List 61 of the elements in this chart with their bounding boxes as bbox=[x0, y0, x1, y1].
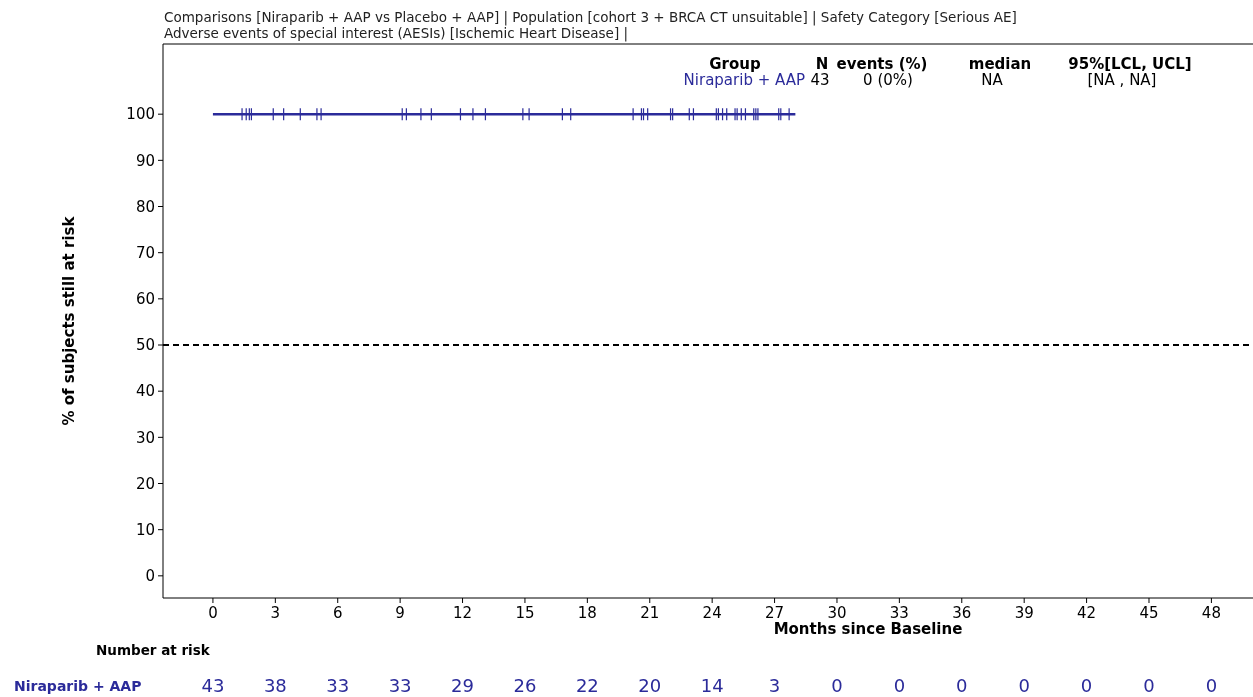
y-tick-label: 80 bbox=[135, 197, 155, 216]
x-tick-label: 39 bbox=[1014, 604, 1034, 622]
x-tick-label: 42 bbox=[1077, 604, 1097, 622]
text: 0 bbox=[1018, 675, 1030, 696]
chart-title: Comparisons [Niraparib + AAP vs Placebo + AAP] | Population [cohort 3 + BRCA CT unsuitable] | Safety Category [Serious AE] bbox=[164, 9, 1017, 26]
annotation: 95%[LCL, UCL] bbox=[1068, 55, 1192, 73]
x-tick-label: 15 bbox=[515, 604, 535, 622]
text: 43 bbox=[201, 675, 225, 696]
x-tick-label: 33 bbox=[889, 604, 909, 622]
y-tick-label: 30 bbox=[135, 428, 155, 447]
annotation: NA bbox=[981, 71, 1004, 89]
text: 0 bbox=[831, 675, 843, 696]
x-tick-label: 9 bbox=[395, 604, 405, 622]
x-tick-label: 6 bbox=[332, 604, 343, 622]
text: 38 bbox=[263, 675, 287, 696]
text: 33 bbox=[326, 675, 350, 696]
text: 14 bbox=[700, 675, 724, 696]
text: 3 bbox=[768, 675, 781, 696]
x-tick-label: 27 bbox=[765, 604, 785, 622]
text: Number at risk bbox=[96, 642, 211, 658]
y-tick-label: 10 bbox=[135, 520, 155, 539]
text: 0 bbox=[1143, 675, 1155, 696]
x-tick-label: 24 bbox=[702, 604, 722, 622]
y-tick-label: 90 bbox=[135, 151, 155, 170]
annotation: [NA , NA] bbox=[1087, 71, 1157, 89]
annotation: events (%) bbox=[836, 55, 928, 73]
annotation: 43 bbox=[810, 71, 830, 89]
x-tick-label: 12 bbox=[453, 604, 473, 622]
annotation: 0 (0%) bbox=[863, 71, 913, 89]
chart-subtitle: Adverse events of special interest (AESIs) [Ischemic Heart Disease] | bbox=[164, 25, 629, 42]
text: 0 bbox=[893, 675, 906, 696]
annotation: Group bbox=[709, 55, 761, 73]
text: 29 bbox=[451, 675, 474, 696]
x-tick-label: 21 bbox=[640, 604, 660, 622]
text: 26 bbox=[513, 675, 537, 696]
y-tick-label: 20 bbox=[135, 474, 155, 493]
series-label: Niraparib + AAP bbox=[683, 71, 805, 89]
text: 22 bbox=[575, 675, 599, 696]
text: Niraparib + AAP bbox=[14, 678, 142, 694]
y-tick-label: 60 bbox=[135, 290, 155, 309]
text: 0 bbox=[1080, 675, 1093, 696]
y-tick-label: 70 bbox=[135, 243, 155, 262]
annotation: median bbox=[968, 55, 1032, 73]
y-tick-label: 0 bbox=[145, 567, 155, 586]
annotation: N bbox=[815, 55, 829, 73]
y-axis-title: % of subjects still at risk bbox=[60, 215, 78, 426]
x-tick-label: 45 bbox=[1139, 604, 1159, 622]
text: 0 bbox=[1205, 675, 1218, 696]
y-tick-label: 50 bbox=[135, 336, 155, 355]
text: 20 bbox=[638, 675, 662, 696]
x-tick-label: 18 bbox=[577, 604, 597, 622]
y-tick-label: 40 bbox=[135, 382, 155, 401]
x-tick-label: 0 bbox=[208, 604, 218, 622]
x-tick-label: 36 bbox=[952, 604, 972, 622]
x-axis-title: Months since Baseline bbox=[773, 620, 963, 638]
x-tick-label: 48 bbox=[1201, 604, 1221, 622]
text: 0 bbox=[956, 675, 968, 696]
x-tick-label: 3 bbox=[270, 604, 281, 622]
y-tick-label: 100 bbox=[126, 105, 155, 124]
x-tick-label: 30 bbox=[827, 604, 847, 622]
text: 33 bbox=[388, 675, 412, 696]
